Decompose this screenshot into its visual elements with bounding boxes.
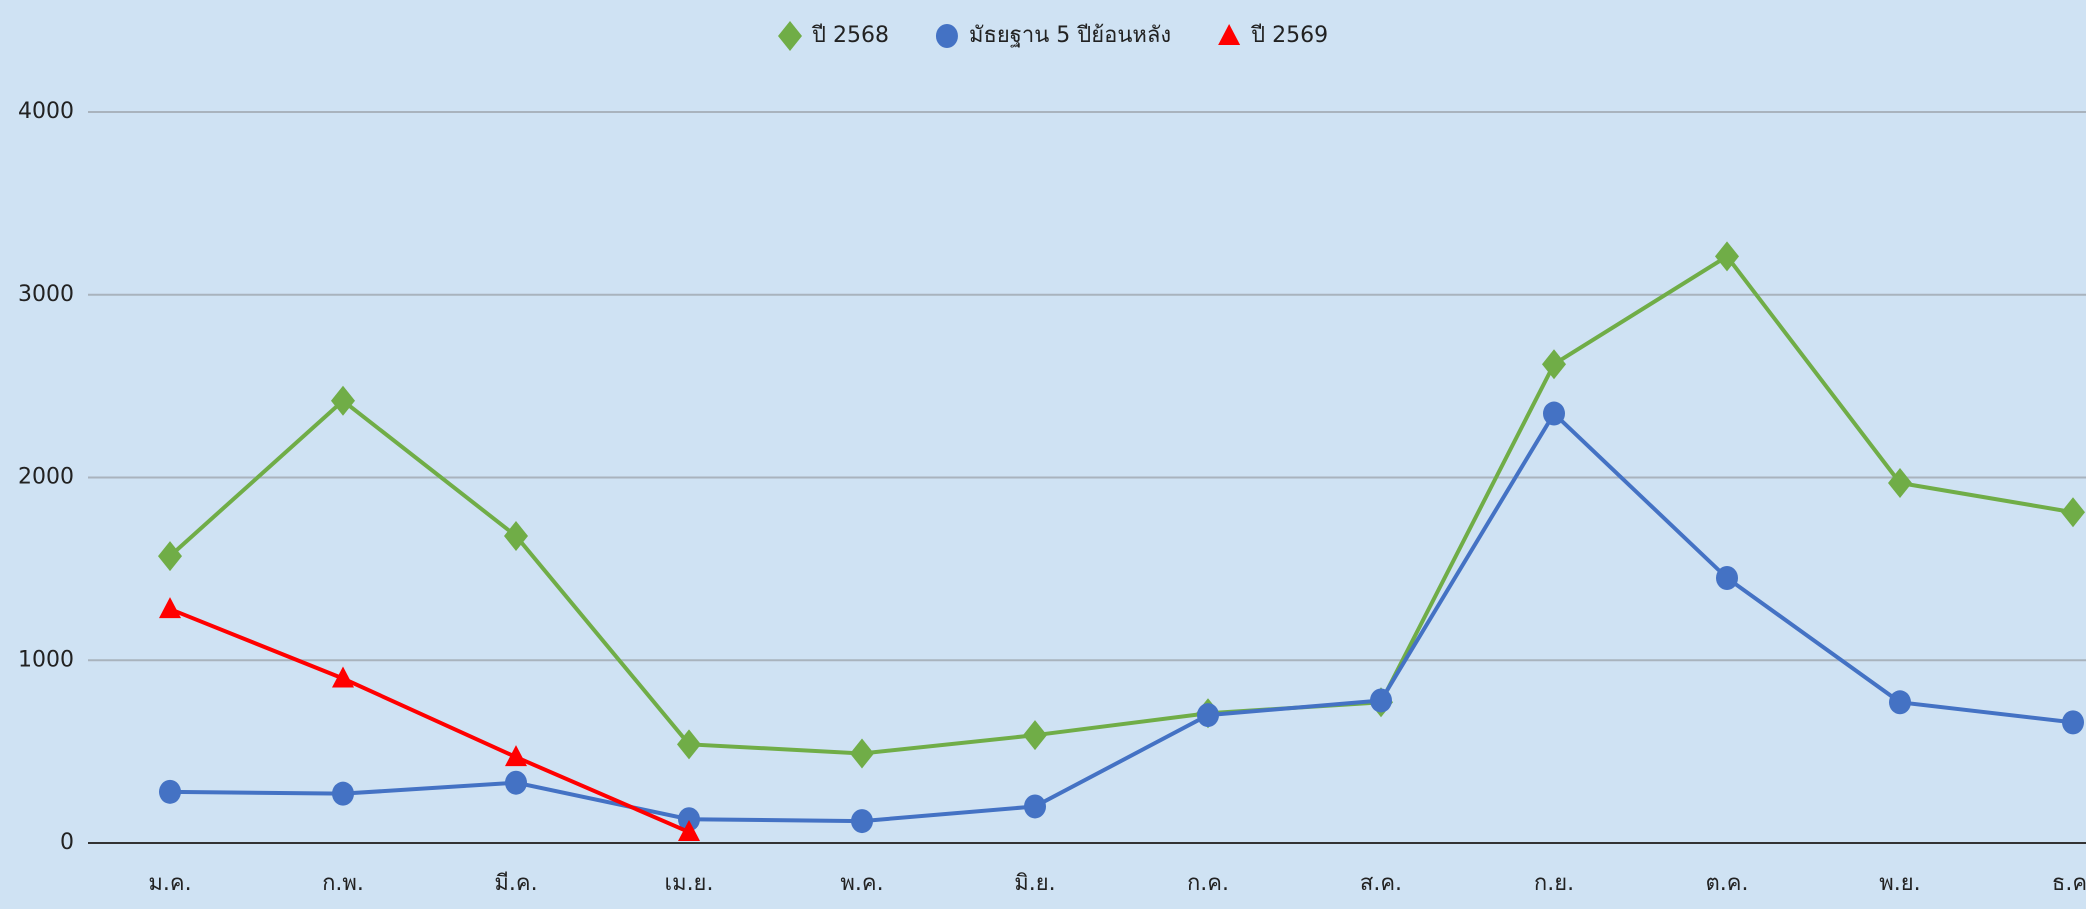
marker <box>158 541 182 572</box>
marker <box>1370 688 1392 713</box>
marker <box>332 781 354 806</box>
marker <box>850 738 874 769</box>
marker <box>1889 690 1911 715</box>
x-tick-label: ก.พ. <box>322 871 364 896</box>
legend-item: ปี 2568 <box>778 21 889 51</box>
y-tick-label: 1000 <box>18 647 74 672</box>
x-tick-label: ก.ย. <box>1534 871 1574 896</box>
marker <box>159 779 181 804</box>
marker <box>332 666 354 688</box>
marker <box>1024 794 1046 819</box>
legend-item: ปี 2569 <box>1218 23 1328 48</box>
x-tick-label: เม.ย. <box>665 871 714 896</box>
y-tick-label: 2000 <box>18 465 74 490</box>
marker <box>505 745 527 767</box>
marker <box>1716 566 1738 591</box>
x-tick-label: ส.ค. <box>1360 871 1402 896</box>
x-tick-label: ธ.ค. <box>2052 871 2086 896</box>
marker <box>1888 467 1912 498</box>
legend-label: ปี 2569 <box>1250 23 1328 48</box>
marker <box>504 520 528 551</box>
x-tick-label: มิ.ย. <box>1014 871 1055 896</box>
marker <box>935 24 958 48</box>
marker <box>2062 710 2084 735</box>
marker <box>1543 401 1565 426</box>
y-tick-label: 0 <box>60 830 74 855</box>
marker <box>678 820 700 842</box>
marker <box>678 807 700 832</box>
x-tick-label: ม.ค. <box>148 871 191 896</box>
legend-item: มัธยฐาน 5 ปีย้อนหลัง <box>935 23 1171 48</box>
y-tick-label: 4000 <box>18 99 74 124</box>
legend-label: ปี 2568 <box>811 23 889 48</box>
marker <box>677 729 701 760</box>
x-tick-label: พ.ค. <box>840 871 883 896</box>
x-tick-label: พ.ย. <box>1879 871 1920 896</box>
y-tick-label: 3000 <box>18 282 74 307</box>
marker <box>1542 349 1566 380</box>
x-tick-label: มี.ค. <box>494 871 537 896</box>
marker <box>505 770 527 795</box>
marker <box>851 809 873 834</box>
x-tick-label: ก.ค. <box>1187 871 1229 896</box>
marker <box>159 597 181 619</box>
series-line <box>168 253 2074 756</box>
series-line <box>169 607 690 834</box>
marker <box>1023 720 1047 751</box>
marker <box>331 385 355 416</box>
legend: ปี 2568 มัธยฐาน 5 ปีย้อนหลัง ปี 2569 <box>778 21 1328 51</box>
marker <box>1715 241 1739 272</box>
x-tick-label: ต.ค. <box>1706 871 1749 896</box>
marker <box>1197 703 1219 728</box>
marker <box>1218 24 1241 45</box>
series-line <box>169 410 2074 824</box>
marker <box>2061 497 2085 528</box>
marker <box>778 21 802 51</box>
legend-label: มัธยฐาน 5 ปีย้อนหลัง <box>969 23 1171 48</box>
